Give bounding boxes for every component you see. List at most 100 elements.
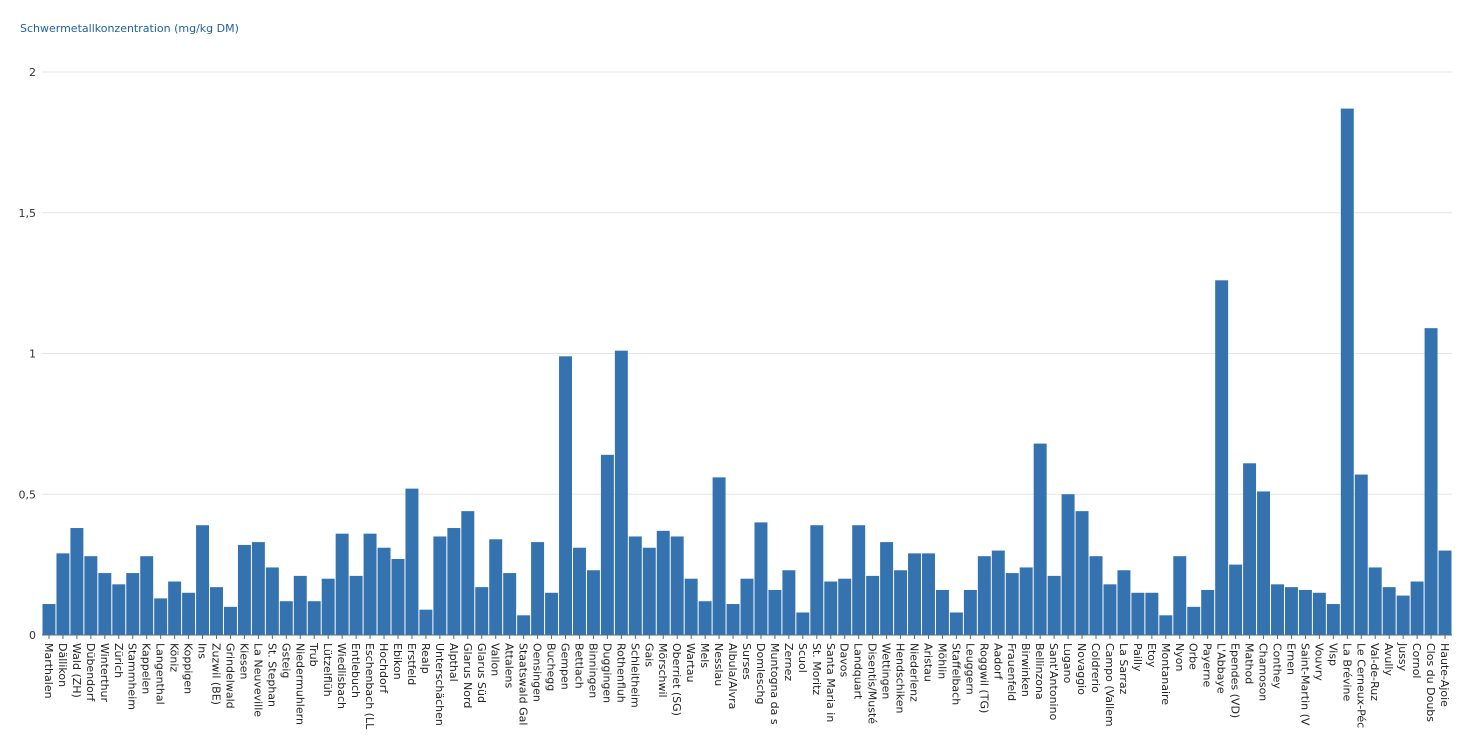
- bar[interactable]: Novaggio: 0.44: [1075, 511, 1089, 635]
- bar[interactable]: Buchegg: 0.15: [545, 592, 559, 635]
- bar[interactable]: Ebikon: 0.27: [391, 558, 405, 635]
- bar[interactable]: Rothenfluh: 1.01: [614, 350, 628, 635]
- bar[interactable]: Surses: 0.2: [740, 578, 754, 635]
- bar[interactable]: Hendschiken: 0.23: [894, 570, 908, 635]
- bar[interactable]: Val-de-Ruz: 0.24: [1368, 567, 1382, 635]
- bar[interactable]: Glarus Nord: 0.44: [461, 511, 475, 635]
- bar[interactable]: Mathod: 0.61: [1243, 463, 1257, 635]
- bar[interactable]: Muntogna da Schons: 0.16: [768, 589, 782, 635]
- bar[interactable]: Eschenbach (LU): 0.36: [363, 533, 377, 635]
- bar[interactable]: Vouvry: 0.15: [1312, 592, 1326, 635]
- bar[interactable]: Wiedlisbach: 0.36: [335, 533, 349, 635]
- bar[interactable]: Sant'Antonino: 0.21: [1047, 575, 1061, 635]
- bar[interactable]: Kappelen: 0.28: [140, 556, 154, 635]
- bar[interactable]: Albula/Alvra: 0.11: [726, 604, 740, 635]
- bar[interactable]: Nyon: 0.28: [1173, 556, 1187, 635]
- bar[interactable]: Möhlin: 0.16: [935, 589, 949, 635]
- bar[interactable]: La Neuveville: 0.33: [251, 542, 265, 635]
- bar[interactable]: L'Abbaye: 1.26: [1215, 280, 1229, 635]
- bar[interactable]: Zürich: 0.18: [112, 584, 126, 635]
- bar[interactable]: Domleschg: 0.4: [754, 522, 768, 635]
- bar[interactable]: Etoy: 0.15: [1145, 592, 1159, 635]
- bar[interactable]: Aristau: 0.29: [922, 553, 935, 635]
- bar[interactable]: Landquart: 0.39: [852, 525, 866, 635]
- bar[interactable]: Montanaire: 0.07: [1159, 615, 1173, 635]
- bar[interactable]: Gempen: 0.99: [559, 356, 572, 635]
- bar[interactable]: La Brévine: 1.87: [1340, 108, 1354, 636]
- bar[interactable]: Winterthur: 0.22: [98, 573, 112, 635]
- bar[interactable]: Erstfeld: 0.52: [405, 488, 419, 635]
- bar[interactable]: Entlebuch: 0.21: [349, 575, 363, 635]
- bar[interactable]: Bellinzona: 0.68: [1033, 443, 1047, 635]
- bar[interactable]: Oberriet (SG): 0.35: [670, 536, 684, 635]
- bar[interactable]: Coldrerio: 0.28: [1089, 556, 1103, 635]
- bar[interactable]: Birwinken: 0.24: [1019, 567, 1033, 635]
- bar[interactable]: Binningen: 0.23: [586, 570, 600, 635]
- bar[interactable]: Mels: 0.12: [698, 601, 712, 635]
- bar[interactable]: Payerne: 0.16: [1201, 589, 1215, 635]
- bar[interactable]: St. Stephan: 0.24: [265, 567, 279, 635]
- bar[interactable]: Mörschwil: 0.37: [656, 530, 670, 635]
- bar[interactable]: Lugano: 0.5: [1061, 494, 1075, 635]
- bar[interactable]: Kiesen: 0.32: [237, 544, 251, 635]
- bar[interactable]: Aadorf: 0.3: [991, 550, 1005, 635]
- bar[interactable]: Campo (Vallemaggia): 0.18: [1103, 584, 1117, 635]
- bar[interactable]: Dübendorf: 0.28: [84, 556, 98, 635]
- bar[interactable]: Gais: 0.31: [642, 547, 656, 635]
- bar[interactable]: Bettlach: 0.31: [572, 547, 586, 635]
- bar[interactable]: Lützelflüh: 0.2: [321, 578, 335, 635]
- bar[interactable]: Conthey: 0.18: [1271, 584, 1284, 635]
- bar[interactable]: Leuggern: 0.16: [963, 589, 977, 635]
- bar[interactable]: Niederlenz: 0.29: [908, 553, 922, 635]
- bar[interactable]: Realp: 0.09: [419, 609, 433, 635]
- bar[interactable]: Pailly: 0.15: [1131, 592, 1145, 635]
- bar[interactable]: La Sarraz: 0.23: [1117, 570, 1131, 635]
- bar[interactable]: Attalens: 0.22: [503, 573, 517, 635]
- bar[interactable]: Disentis/Mustér: 0.21: [866, 575, 880, 635]
- bar[interactable]: Jussy: 0.14: [1396, 595, 1410, 635]
- bar[interactable]: Ins: 0.39: [196, 525, 210, 635]
- bar[interactable]: Orbe: 0.1: [1187, 606, 1201, 635]
- bar[interactable]: Frauenfeld: 0.22: [1005, 573, 1019, 635]
- bar[interactable]: Saint-Martin (VS): 0.16: [1298, 589, 1312, 635]
- bar[interactable]: Stammheim: 0.22: [126, 573, 140, 635]
- bar[interactable]: Scuol: 0.08: [796, 612, 810, 635]
- bar[interactable]: Unterschächen: 0.35: [433, 536, 447, 635]
- bar[interactable]: Santa Maria in Calanca: 0.19: [824, 581, 838, 635]
- bar[interactable]: Ernen: 0.17: [1284, 587, 1298, 635]
- bar[interactable]: Schleitheim: 0.35: [628, 536, 642, 635]
- bar[interactable]: Wartau: 0.2: [684, 578, 698, 635]
- bar[interactable]: Oensingen: 0.33: [531, 542, 545, 635]
- bar[interactable]: Grindelwald: 0.1: [223, 606, 237, 635]
- bar[interactable]: Staatswald Galm: 0.07: [517, 615, 531, 635]
- bar[interactable]: Avully: 0.17: [1382, 587, 1396, 635]
- bar[interactable]: Visp: 0.11: [1326, 604, 1340, 635]
- bar[interactable]: Alpthal: 0.38: [447, 528, 461, 635]
- bar[interactable]: Haute-Ajoie: 0.3: [1438, 550, 1452, 635]
- bar[interactable]: Clos du Doubs: 1.09: [1424, 328, 1438, 635]
- bar[interactable]: Vallon: 0.34: [489, 539, 503, 635]
- bar[interactable]: Zuzwil (BE): 0.17: [210, 587, 223, 635]
- bar[interactable]: Wettingen: 0.33: [880, 542, 894, 635]
- bar[interactable]: Gsteig: 0.12: [279, 601, 293, 635]
- bar[interactable]: Langenthal: 0.13: [154, 598, 168, 635]
- bar[interactable]: Marthalen: 0.11: [42, 604, 56, 635]
- bar[interactable]: Duggingen: 0.64: [600, 454, 614, 635]
- bar[interactable]: Chamoson: 0.51: [1257, 491, 1271, 635]
- bar[interactable]: Le Cerneux-Péquignot: 0.57: [1354, 474, 1368, 635]
- bar[interactable]: Nesslau: 0.56: [712, 477, 726, 635]
- bar[interactable]: Koppigen: 0.15: [182, 592, 196, 635]
- bar[interactable]: Trub: 0.12: [307, 601, 321, 635]
- bar[interactable]: Cornol: 0.19: [1410, 581, 1424, 635]
- bar[interactable]: Dällikon: 0.29: [56, 553, 70, 635]
- bar[interactable]: Davos: 0.2: [838, 578, 852, 635]
- bar[interactable]: Staffelbach: 0.08: [949, 612, 963, 635]
- bar[interactable]: St. Moritz: 0.39: [810, 525, 824, 635]
- bar[interactable]: Roggwil (TG): 0.28: [977, 556, 991, 635]
- bar[interactable]: Köniz: 0.19: [168, 581, 182, 635]
- bar[interactable]: Niedermuhlern: 0.21: [293, 575, 307, 635]
- bar[interactable]: Ependes (VD): 0.25: [1229, 564, 1243, 635]
- bar[interactable]: Wald (ZH): 0.38: [70, 528, 84, 635]
- bar[interactable]: Hochdorf: 0.31: [377, 547, 391, 635]
- bar[interactable]: Zernez: 0.23: [782, 570, 796, 635]
